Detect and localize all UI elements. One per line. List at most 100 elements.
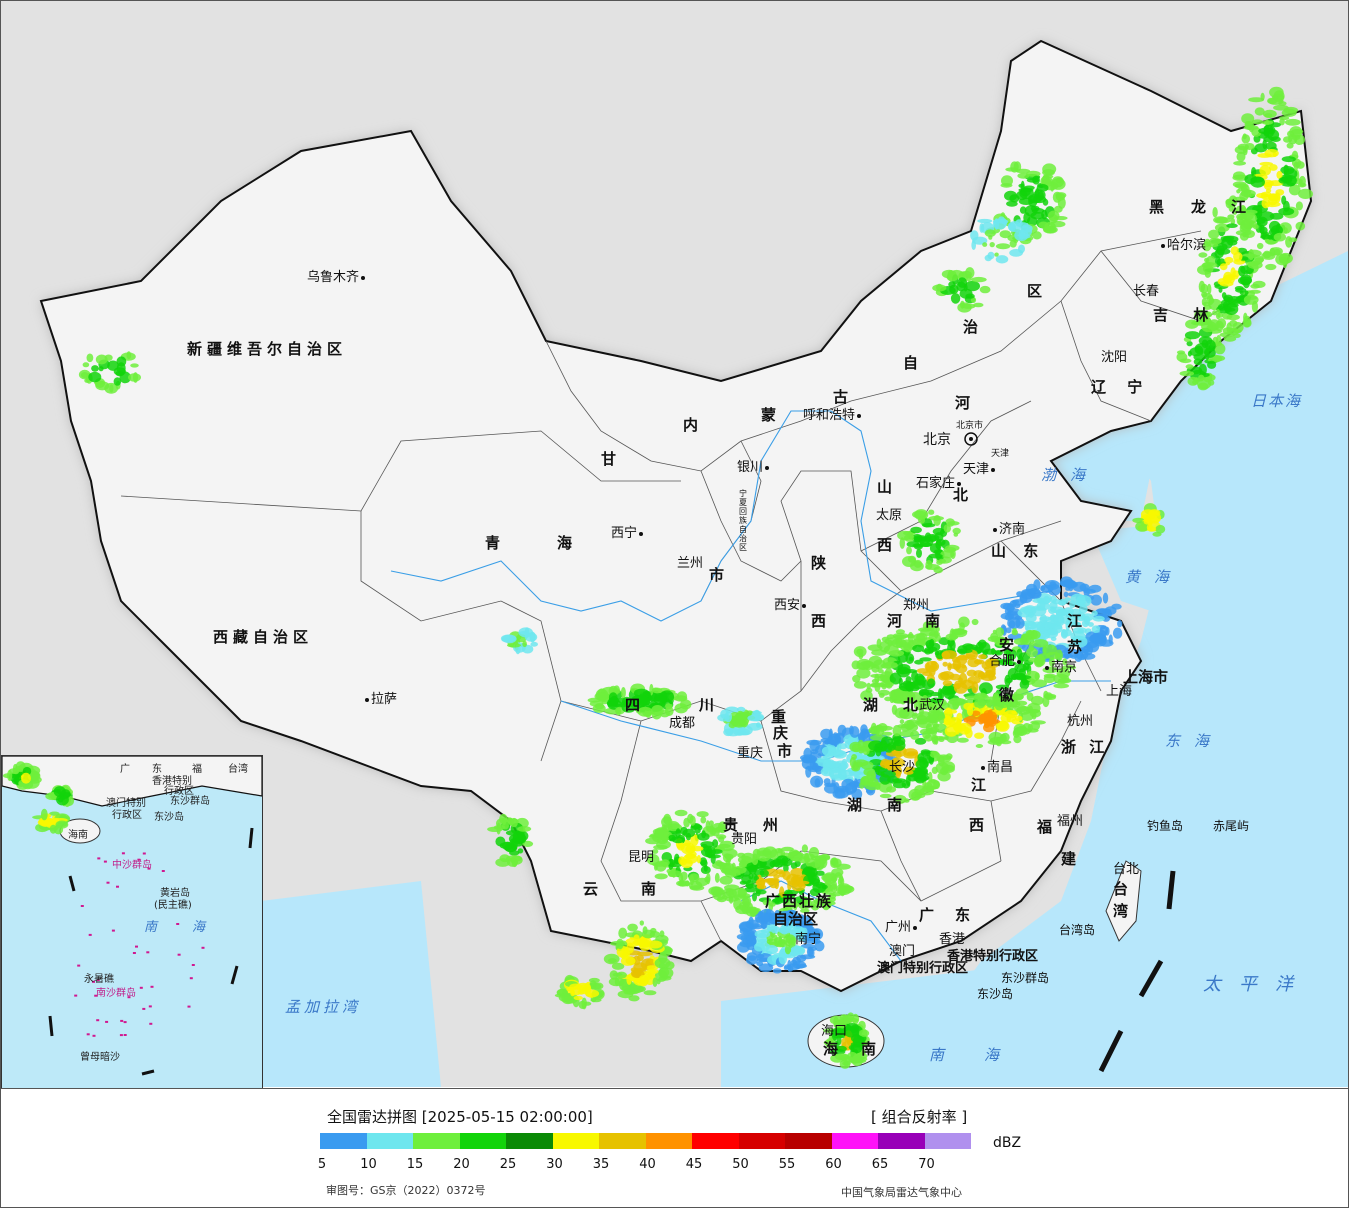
radar-echo [928,553,943,559]
radar-echo [975,641,984,654]
inset-label-4: 香港特别 [152,776,192,787]
radar-echo [1284,118,1301,126]
radar-echo [802,866,816,876]
island-marker [80,905,84,907]
radar-echo [1063,591,1069,598]
legend-tick-label: 40 [639,1157,656,1172]
radar-echo [796,964,801,970]
radar-echo [1252,280,1266,288]
legend-tick-label: 5 [317,1157,327,1172]
radar-echo [589,700,604,707]
radar-echo [794,860,801,867]
radar-echo [1198,374,1205,382]
radar-echo [685,880,690,887]
radar-echo [905,693,914,704]
radar-echo [737,887,746,899]
legend-product-type: [ 组合反射率 ] [871,1108,968,1126]
radar-echo [742,895,752,908]
radar-echo [1030,211,1045,220]
radar-echo [710,853,716,864]
radar-echo [636,951,653,957]
legend-swatch [552,1133,599,1149]
province-yunnan-1: 云 [583,880,599,898]
radar-echo [585,989,600,998]
radar-echo [791,945,804,952]
radar-echo [690,834,699,847]
radar-echo [1263,124,1270,137]
radar-echo [652,977,658,987]
radar-echo [877,669,884,674]
legend-tick-label: 55 [778,1157,796,1172]
radar-echo [916,548,922,558]
legend-tick-label: 20 [453,1157,470,1172]
inset-label-10: 海南 [68,830,88,841]
radar-echo [870,722,877,735]
radar-echo [954,682,968,694]
radar-echo [130,363,139,368]
city-macau: 澳门 [889,944,916,959]
radar-echo [988,731,1004,743]
radar-echo [941,650,958,660]
radar-echo [1288,184,1301,196]
province-heilongjiang-2: 龙 [1191,198,1207,216]
radar-echo [913,700,922,711]
radar-echo-layer [78,86,1313,1069]
radar-echo [755,889,761,897]
radar-echo [821,746,832,756]
radar-echo [1011,710,1017,715]
radar-echo [1014,705,1029,712]
island-marker [106,881,110,884]
island-marker [139,986,143,989]
radar-echo [874,742,890,748]
radar-echo [707,826,713,833]
radar-echo [746,935,751,941]
radar-echo [652,687,663,694]
radar-echo [616,938,624,950]
radar-echo [676,691,688,702]
radar-echo [995,255,1009,264]
radar-echo [780,938,785,948]
radar-echo [637,986,646,992]
radar-echo [852,1056,868,1062]
radar-echo [909,684,920,692]
inset-label-5: 行政区 [164,786,194,797]
radar-echo [911,713,918,720]
radar-echo [812,762,819,771]
radar-echo [643,990,657,996]
radar-echo [790,857,803,862]
city-fuzhou: 福州 [1057,814,1084,829]
legend-swatch [459,1133,506,1149]
radar-echo [675,828,681,839]
inset-label-17: 南沙群岛 [96,988,136,999]
radar-echo [810,749,819,755]
radar-echo [861,761,874,770]
radar-echo [1295,163,1300,169]
radar-echo [925,564,940,570]
island-marker [201,946,205,949]
radar-echo [1179,358,1192,364]
radar-echo [700,816,707,824]
island-marker [148,1005,152,1008]
radar-echo [1201,262,1218,269]
radar-echo [928,665,936,677]
radar-echo [719,875,733,885]
province-zhejiang: 浙 江 [1061,738,1109,756]
province-shanghai-city: 上海市 [1123,668,1169,686]
radar-echo [1053,614,1065,625]
radar-echo [1026,647,1038,658]
radar-echo [682,828,696,838]
radar-echo [895,752,902,759]
sea-bay-bengal: 孟加拉湾 [285,998,362,1016]
legend-swatch [924,1133,971,1149]
inset-echo-layer [2,761,205,1037]
radar-echo [945,633,958,641]
radar-echo [1017,726,1028,736]
province-henan-1: 河 [887,612,903,630]
radar-echo [626,974,632,985]
radar-echo [918,515,926,524]
radar-echo [790,959,798,966]
radar-echo [746,955,758,965]
radar-echo [800,922,809,928]
radar-echo [906,633,915,639]
radar-echo [985,696,997,708]
